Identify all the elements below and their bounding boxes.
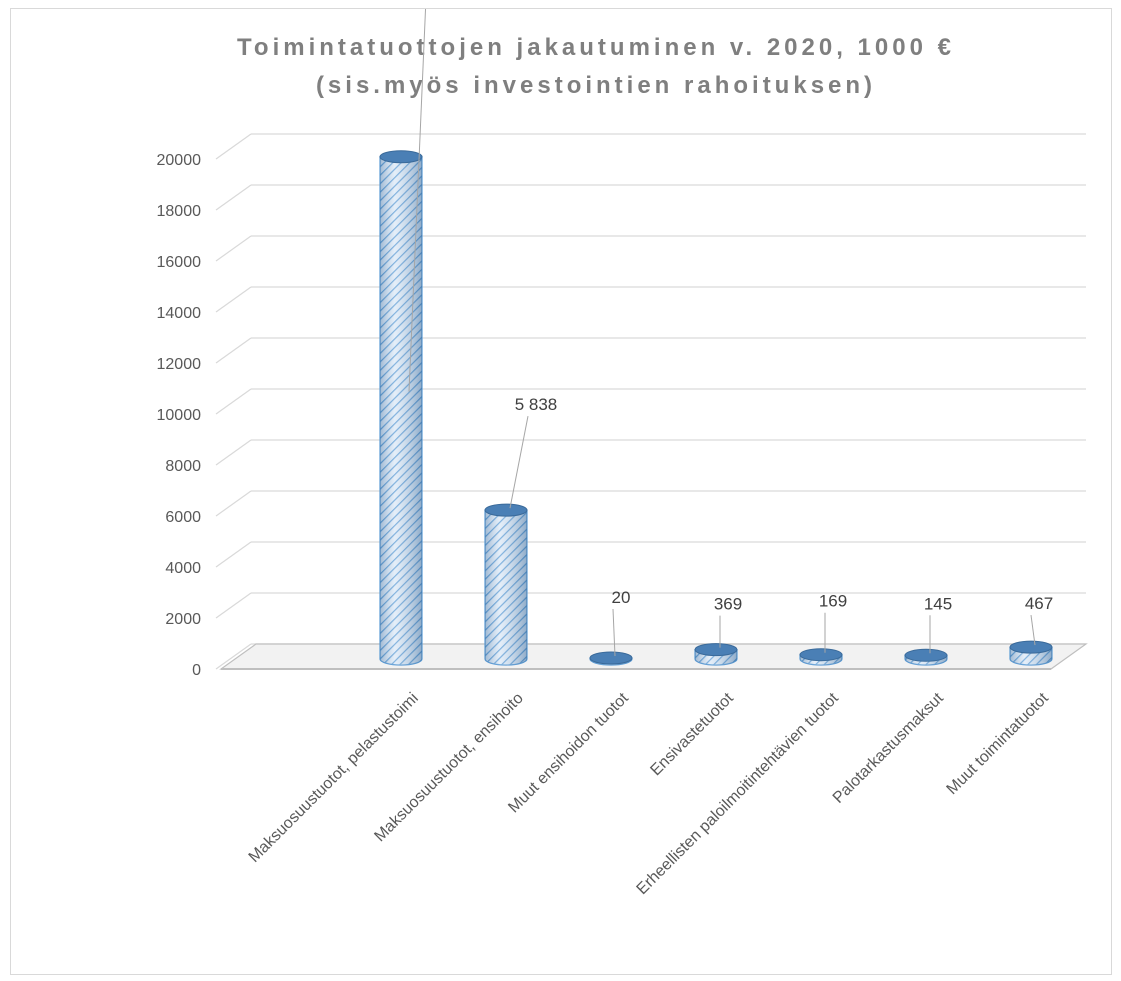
bar-top bbox=[904, 648, 948, 662]
bar-chart: Toimintatuottojen jakautuminen v. 2020, … bbox=[157, 9, 1088, 898]
y-tick-label: 20000 bbox=[157, 152, 202, 169]
category-labels: Maksuosuustuotot, pelastustoimiMaksuosuu… bbox=[246, 689, 1053, 898]
leader-line bbox=[612, 608, 616, 657]
chart-floor bbox=[219, 643, 1088, 670]
y-tick-label: 14000 bbox=[157, 305, 202, 322]
data-label: 169 bbox=[819, 592, 847, 611]
leader-line bbox=[1030, 615, 1036, 646]
gridline-depth bbox=[215, 286, 252, 313]
leader-line bbox=[408, 9, 427, 392]
bar-top bbox=[484, 503, 528, 517]
bar bbox=[589, 651, 633, 666]
bar bbox=[1009, 640, 1053, 666]
gridline-depth bbox=[215, 184, 252, 211]
bar bbox=[799, 648, 843, 666]
y-tick-label: 10000 bbox=[157, 407, 202, 424]
gridlines bbox=[215, 133, 1086, 670]
y-tick-label: 16000 bbox=[157, 254, 202, 271]
gridline-depth bbox=[215, 388, 252, 415]
bar-top bbox=[589, 651, 633, 665]
bar-top bbox=[379, 150, 423, 164]
y-tick-label: 8000 bbox=[165, 458, 201, 475]
data-label: 369 bbox=[714, 595, 742, 614]
bar-top bbox=[1009, 640, 1053, 654]
chart-subtitle: (sis.myös investointien rahoituksen) bbox=[316, 72, 876, 99]
category-label: Erheellisten paloilmoitintehtävien tuoto… bbox=[634, 689, 843, 898]
data-label: 145 bbox=[924, 594, 952, 613]
category-label: Muut ensihoidon tuotot bbox=[505, 689, 632, 816]
data-label: 20 bbox=[612, 588, 631, 607]
data-label: 467 bbox=[1025, 594, 1053, 613]
gridline-depth bbox=[215, 439, 252, 466]
gridline-depth bbox=[215, 541, 252, 568]
category-label: Muut toimintatuotot bbox=[944, 689, 1053, 798]
y-axis: 0 2000 4000 6000 8000 10000 12000 14000 16000 180… bbox=[157, 152, 202, 679]
chart-title: Toimintatuottojen jakautuminen v. 2020, … bbox=[237, 34, 955, 61]
floor-plane bbox=[219, 643, 1088, 670]
gridline-depth bbox=[215, 133, 252, 160]
bar-top bbox=[694, 643, 738, 657]
bar-top bbox=[799, 648, 843, 662]
bar-shading bbox=[380, 156, 422, 665]
bar bbox=[904, 648, 948, 666]
bars bbox=[379, 150, 1053, 666]
chart-container: Toimintatuottojen jakautuminen v. 2020, … bbox=[10, 8, 1112, 975]
data-label: 5 838 bbox=[515, 395, 558, 414]
category-label: Ensivastetuotot bbox=[647, 689, 737, 779]
gridline-depth bbox=[215, 235, 252, 262]
leader-line bbox=[509, 416, 529, 509]
gridline-depth bbox=[215, 592, 252, 619]
gridline-depth bbox=[215, 643, 252, 670]
y-tick-label: 6000 bbox=[165, 509, 201, 526]
gridline-depth bbox=[215, 490, 252, 517]
y-tick-label: 2000 bbox=[165, 611, 201, 628]
y-tick-label: 18000 bbox=[157, 203, 202, 220]
y-tick-label: 0 bbox=[192, 662, 201, 679]
bar-shading bbox=[485, 510, 527, 665]
bar bbox=[484, 503, 528, 666]
bar bbox=[694, 643, 738, 666]
category-label: Palotarkastusmaksut bbox=[830, 689, 947, 806]
y-tick-label: 4000 bbox=[165, 560, 201, 577]
category-label: Maksuosuustuotot, pelastustoimi bbox=[246, 690, 422, 866]
bar bbox=[379, 150, 423, 666]
gridline-depth bbox=[215, 337, 252, 364]
y-tick-label: 12000 bbox=[157, 356, 202, 373]
